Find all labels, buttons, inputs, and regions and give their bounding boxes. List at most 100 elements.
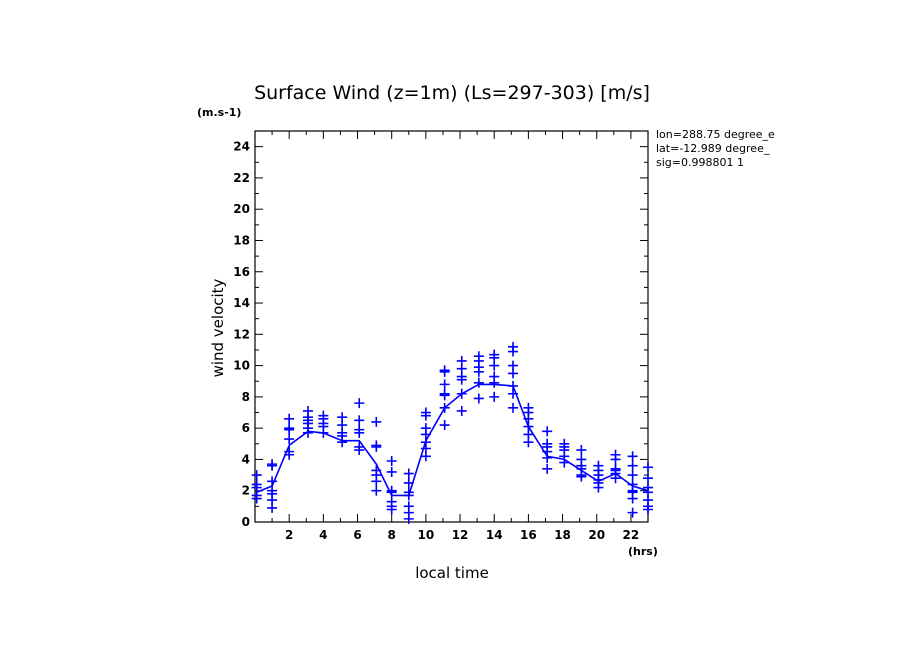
x-tick-label: 8 xyxy=(388,528,396,542)
data-point-plus xyxy=(251,470,262,481)
data-point-plus xyxy=(371,440,382,451)
data-point-plus xyxy=(354,398,365,409)
data-point-plus xyxy=(386,456,397,467)
y-tick-label: 16 xyxy=(233,265,250,279)
y-tick-label: 20 xyxy=(233,202,250,216)
y-tick-label: 4 xyxy=(242,452,250,466)
y-tick-label: 8 xyxy=(242,390,250,404)
data-point-plus xyxy=(508,341,519,352)
info-sig: sig=0.998801 1 xyxy=(656,156,744,169)
y-tick-label: 22 xyxy=(233,171,250,185)
data-point-plus xyxy=(508,402,519,413)
data-point-plus xyxy=(371,465,382,476)
data-point-plus xyxy=(302,405,313,416)
x-tick-label: 22 xyxy=(623,528,640,542)
data-point-plus xyxy=(456,388,467,399)
data-point-plus xyxy=(627,479,638,490)
data-point-plus xyxy=(593,460,604,471)
x-tick-label: 2 xyxy=(285,528,293,542)
y-tick-label: 14 xyxy=(233,296,250,310)
plot-frame xyxy=(254,130,649,523)
x-unit-label: (hrs) xyxy=(628,545,658,558)
data-point-plus xyxy=(439,420,450,431)
data-point-plus xyxy=(386,485,397,496)
mean-wind-line xyxy=(256,383,649,497)
data-point-plus xyxy=(439,388,450,399)
data-point-plus xyxy=(473,351,484,362)
data-point-plus xyxy=(643,473,653,484)
info-lat: lat=-12.989 degree_ xyxy=(656,142,770,155)
data-point-plus xyxy=(267,459,278,470)
x-tick-label: 18 xyxy=(554,528,571,542)
data-point-plus xyxy=(456,405,467,416)
data-point-plus xyxy=(403,501,414,512)
data-point-plus xyxy=(627,470,638,481)
data-point-plus xyxy=(284,413,295,424)
data-point-plus xyxy=(627,451,638,462)
y-tick-label: 0 xyxy=(242,515,250,529)
data-point-plus xyxy=(627,460,638,471)
data-point-plus xyxy=(456,355,467,366)
data-point-plus xyxy=(489,391,500,402)
data-point-plus xyxy=(576,454,587,465)
data-point-plus xyxy=(337,412,348,423)
x-tick-label: 20 xyxy=(588,528,605,542)
data-point-plus xyxy=(403,487,414,498)
data-point-plus xyxy=(403,477,414,488)
data-point-plus xyxy=(386,496,397,507)
x-tick-label: 14 xyxy=(486,528,503,542)
data-point-plus xyxy=(610,449,621,460)
info-lon: lon=288.75 degree_e xyxy=(656,128,775,141)
x-tick-label: 16 xyxy=(520,528,537,542)
data-point-plus xyxy=(354,415,365,426)
y-axis-label: wind velocity xyxy=(209,278,227,377)
x-tick-label: 10 xyxy=(418,528,435,542)
data-point-plus xyxy=(284,423,295,434)
data-point-plus xyxy=(559,438,570,449)
chart-title: Surface Wind (z=1m) (Ls=297-303) [m/s] xyxy=(254,82,650,104)
data-point-plus xyxy=(371,485,382,496)
data-point-plus xyxy=(489,371,500,382)
data-point-plus xyxy=(284,446,295,457)
x-tick-label: 6 xyxy=(353,528,361,542)
data-point-plus xyxy=(318,410,329,421)
data-point-plus xyxy=(439,365,450,376)
x-axis-label: local time xyxy=(415,564,489,582)
y-tick-label: 24 xyxy=(233,140,250,154)
data-point-plus xyxy=(403,468,414,479)
data-point-plus xyxy=(439,402,450,413)
data-point-plus xyxy=(508,380,519,391)
data-point-plus xyxy=(354,424,365,435)
x-tick-label: 4 xyxy=(319,528,327,542)
data-point-plus xyxy=(371,416,382,427)
x-tick-label: 12 xyxy=(452,528,469,542)
data-point-plus xyxy=(267,485,278,496)
data-point-plus xyxy=(542,438,553,449)
data-point-plus xyxy=(643,482,653,493)
data-point-plus xyxy=(251,479,262,490)
data-point-plus xyxy=(420,407,431,418)
data-point-plus xyxy=(267,476,278,487)
data-point-plus xyxy=(542,463,553,474)
data-point-plus xyxy=(542,426,553,437)
data-point-plus xyxy=(473,393,484,404)
data-point-plus xyxy=(386,466,397,477)
data-point-plus xyxy=(489,349,500,360)
y-unit-label: (m.s-1) xyxy=(197,106,241,119)
data-point-plus xyxy=(473,377,484,388)
y-tick-label: 10 xyxy=(233,359,250,373)
data-point-plus xyxy=(523,402,534,413)
data-point-plus xyxy=(439,379,450,390)
data-point-plus xyxy=(284,434,295,445)
data-point-plus xyxy=(354,441,365,452)
y-tick-label: 2 xyxy=(242,484,250,498)
data-point-plus xyxy=(610,463,621,474)
data-point-plus xyxy=(576,445,587,456)
data-point-plus xyxy=(420,423,431,434)
data-point-plus xyxy=(627,507,638,518)
data-point-plus xyxy=(508,360,519,371)
y-tick-label: 18 xyxy=(233,233,250,247)
y-tick-label: 12 xyxy=(233,327,250,341)
